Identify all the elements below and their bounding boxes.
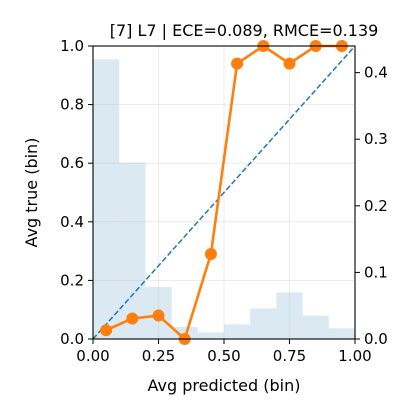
calibration-curve — [105, 44, 342, 341]
y2-tick-label: 0.0 — [364, 330, 388, 348]
calibration-point — [152, 309, 165, 322]
y2-tick-label: 0.4 — [364, 64, 388, 82]
histogram-bar — [224, 324, 251, 339]
histogram-bar — [302, 315, 329, 339]
histogram-bar — [328, 328, 355, 339]
x-tick-label: 0.00 — [76, 347, 109, 365]
histogram-bar — [197, 332, 224, 339]
histogram-bar — [276, 292, 303, 339]
y-tick-label: 0.0 — [60, 330, 84, 348]
x-tick-label: 0.75 — [273, 347, 306, 365]
y-tick-label: 1.0 — [60, 37, 84, 55]
calibration-point — [231, 57, 244, 70]
x-axis-label: Avg predicted (bin) — [148, 376, 301, 395]
calibration-point — [204, 248, 217, 261]
y2-tick-label: 0.3 — [364, 130, 388, 148]
y-tick-label: 0.6 — [60, 154, 84, 172]
perfect-calibration-line — [92, 45, 356, 340]
calibration-point — [283, 57, 296, 70]
y-tick-label: 0.2 — [60, 271, 84, 289]
calibration-point — [100, 324, 113, 337]
y-tick-label: 0.8 — [60, 96, 84, 114]
chart-title: [7] L7 | ECE=0.089, RMCE=0.139 — [110, 21, 379, 40]
y2-tick-label: 0.1 — [364, 263, 388, 281]
y2-tick-label: 0.2 — [364, 197, 388, 215]
y-tick-label: 0.4 — [60, 213, 84, 231]
x-tick-label: 0.50 — [207, 347, 240, 365]
x-tick-label: 0.25 — [142, 347, 175, 365]
histogram-bar — [250, 308, 277, 339]
x-tick-label: 1.00 — [338, 347, 371, 365]
calibration-point — [126, 312, 139, 325]
histogram-bar — [93, 59, 120, 340]
histogram-bar — [119, 162, 146, 339]
histogram-layer — [93, 59, 355, 340]
series-layer — [92, 40, 356, 345]
ticks-layer: 0.00 0.25 0.50 0.75 1.000.00.20.40.60.81.00.… — [60, 37, 388, 365]
y-axis-label: Avg true (bin) — [22, 138, 41, 248]
